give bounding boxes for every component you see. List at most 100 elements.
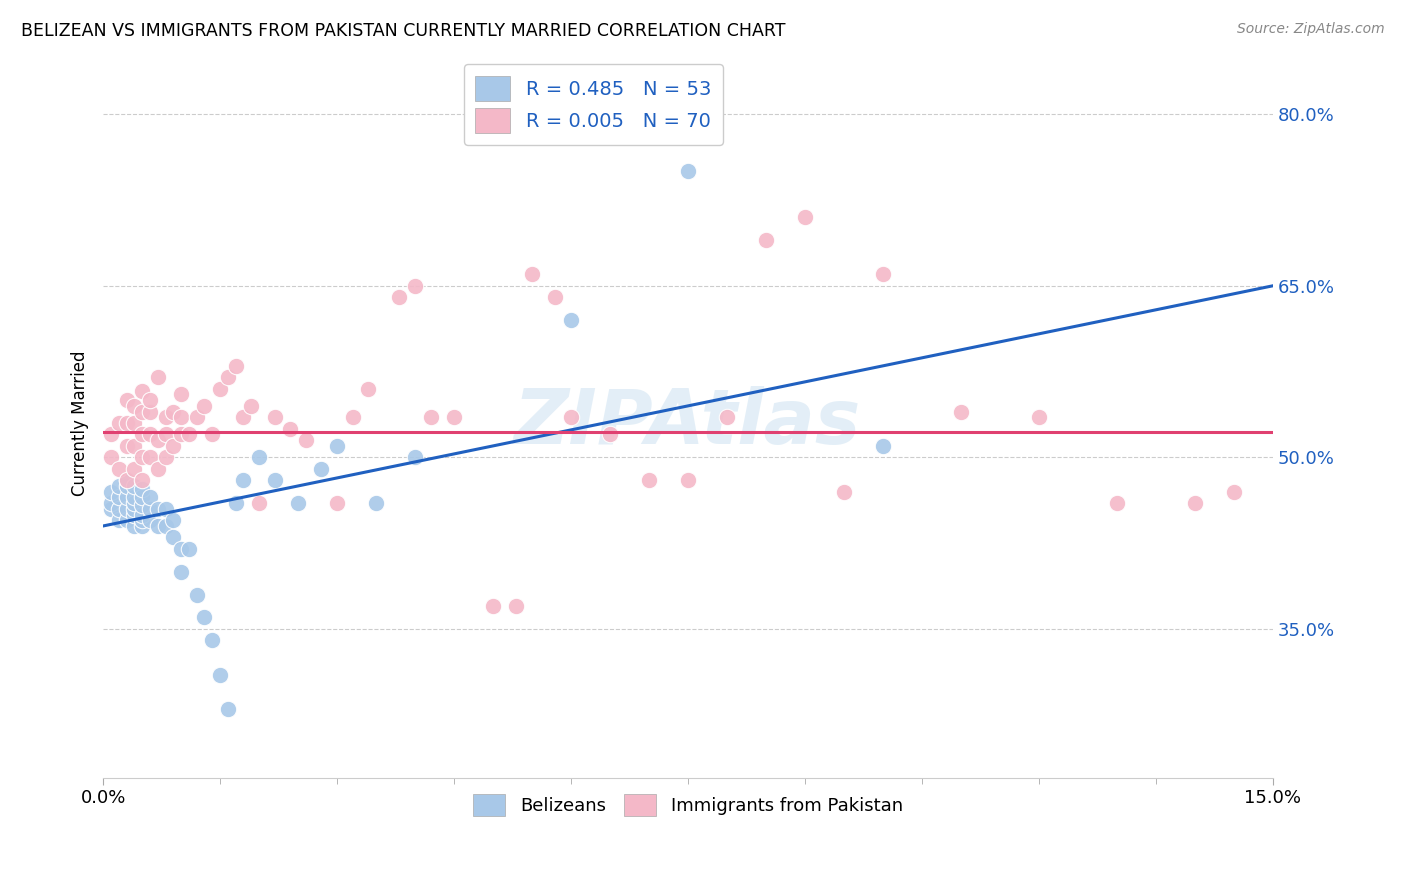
Point (146, 501, 169, 516)
Point (124, 479, 146, 493)
Point (139, 513, 162, 527)
Point (162, 530, 184, 544)
Point (217, 702, 239, 716)
Point (482, 599, 505, 613)
Point (263, 410, 285, 425)
Point (146, 370, 169, 384)
Point (209, 667, 232, 681)
Point (115, 513, 138, 527)
Point (287, 496, 309, 510)
Point (793, 210, 815, 224)
Point (295, 433, 318, 447)
Point (240, 399, 263, 413)
Point (201, 427, 224, 442)
Point (115, 473, 138, 487)
Point (872, 268, 894, 282)
Point (107, 501, 129, 516)
Point (404, 450, 426, 465)
Point (100, 501, 122, 516)
Point (131, 384, 153, 398)
Point (124, 399, 146, 413)
Text: ZIPAtlas: ZIPAtlas (515, 386, 862, 460)
Point (599, 427, 621, 442)
Point (155, 519, 177, 533)
Point (177, 541, 200, 556)
Point (232, 410, 254, 425)
Point (131, 499, 153, 513)
Point (139, 427, 162, 442)
Point (193, 399, 215, 413)
Point (560, 410, 582, 425)
Point (100, 496, 122, 510)
Point (139, 393, 162, 408)
Point (832, 484, 855, 499)
Point (124, 439, 146, 453)
Point (170, 387, 193, 401)
Point (755, 233, 778, 247)
Point (404, 278, 426, 293)
Point (560, 313, 582, 327)
Point (217, 370, 239, 384)
Point (326, 496, 349, 510)
Point (115, 473, 138, 487)
Point (139, 491, 162, 505)
Point (170, 565, 193, 579)
Point (107, 513, 129, 527)
Point (146, 519, 169, 533)
Point (124, 496, 146, 510)
Point (162, 404, 184, 418)
Point (364, 496, 387, 510)
Point (131, 491, 153, 505)
Point (155, 427, 177, 442)
Point (139, 404, 162, 418)
Point (131, 450, 153, 465)
Point (124, 416, 146, 430)
Point (115, 439, 138, 453)
Point (177, 427, 200, 442)
Point (1223, 484, 1246, 499)
Point (278, 422, 301, 436)
Point (676, 473, 699, 487)
Point (263, 473, 285, 487)
Point (131, 473, 153, 487)
Point (1105, 496, 1128, 510)
Point (1028, 410, 1050, 425)
Point (139, 450, 162, 465)
Point (170, 541, 193, 556)
Point (115, 416, 138, 430)
Point (107, 416, 129, 430)
Point (131, 513, 153, 527)
Point (247, 496, 270, 510)
Point (107, 462, 129, 476)
Point (716, 410, 738, 425)
Point (131, 519, 153, 533)
Point (107, 491, 129, 505)
Text: Source: ZipAtlas.com: Source: ZipAtlas.com (1237, 22, 1385, 37)
Point (124, 508, 146, 522)
Point (170, 410, 193, 425)
Point (100, 427, 122, 442)
Point (131, 483, 153, 497)
Point (146, 462, 169, 476)
Point (247, 450, 270, 465)
Point (872, 439, 894, 453)
Point (124, 519, 146, 533)
Point (201, 633, 224, 648)
Point (100, 484, 122, 499)
Legend: Belizeans, Immigrants from Pakistan: Belizeans, Immigrants from Pakistan (464, 785, 912, 825)
Point (357, 382, 380, 396)
Point (155, 501, 177, 516)
Point (170, 427, 193, 442)
Point (225, 496, 247, 510)
Point (186, 410, 208, 425)
Point (209, 382, 232, 396)
Point (131, 427, 153, 442)
Point (676, 164, 699, 178)
Point (443, 410, 465, 425)
Text: BELIZEAN VS IMMIGRANTS FROM PAKISTAN CURRENTLY MARRIED CORRELATION CHART: BELIZEAN VS IMMIGRANTS FROM PAKISTAN CUR… (21, 22, 786, 40)
Point (162, 439, 184, 453)
Point (107, 479, 129, 493)
Point (115, 479, 138, 493)
Y-axis label: Currently Married: Currently Married (72, 351, 89, 496)
Point (520, 268, 543, 282)
